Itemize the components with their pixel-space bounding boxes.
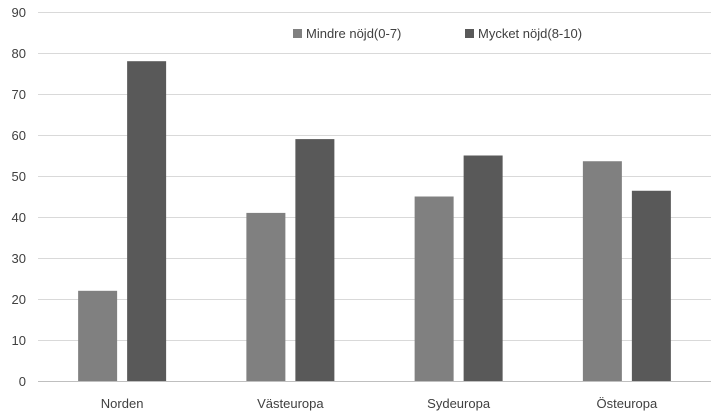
y-tick-label: 60: [12, 128, 26, 143]
bars: [78, 61, 671, 381]
x-axis: Norden Västeuropa Sydeuropa Östeuropa: [38, 381, 711, 411]
x-tick-label: Sydeuropa: [427, 396, 491, 411]
legend-label: Mindre nöjd(0-7): [306, 26, 401, 41]
y-axis: 0 10 20 30 40 50 60 70 80 90: [12, 5, 26, 389]
bar-mindre-nojd-3: [582, 161, 622, 381]
y-tick-label: 50: [12, 169, 26, 184]
legend: Mindre nöjd(0-7) Mycket nöjd(8-10): [293, 26, 582, 41]
y-tick-label: 90: [12, 5, 26, 20]
bar-mindre-nojd-1: [246, 212, 286, 381]
bar-mycket-nojd-3: [631, 190, 671, 381]
x-tick-label: Norden: [101, 396, 144, 411]
bar-mycket-nojd-1: [295, 139, 335, 381]
legend-swatch: [465, 29, 474, 38]
x-tick-label: Västeuropa: [257, 396, 324, 411]
bar-mycket-nojd-0: [127, 61, 167, 381]
legend-label: Mycket nöjd(8-10): [478, 26, 582, 41]
bar-mycket-nojd-2: [463, 155, 503, 381]
bar-mindre-nojd-2: [414, 196, 454, 381]
y-tick-label: 80: [12, 46, 26, 61]
legend-swatch: [293, 29, 302, 38]
y-tick-label: 20: [12, 292, 26, 307]
y-tick-label: 70: [12, 87, 26, 102]
x-tick-label: Östeuropa: [597, 396, 658, 411]
y-tick-label: 40: [12, 210, 26, 225]
bar-mindre-nojd-0: [78, 290, 118, 381]
y-tick-label: 30: [12, 251, 26, 266]
y-tick-label: 10: [12, 333, 26, 348]
y-tick-label: 0: [19, 374, 26, 389]
